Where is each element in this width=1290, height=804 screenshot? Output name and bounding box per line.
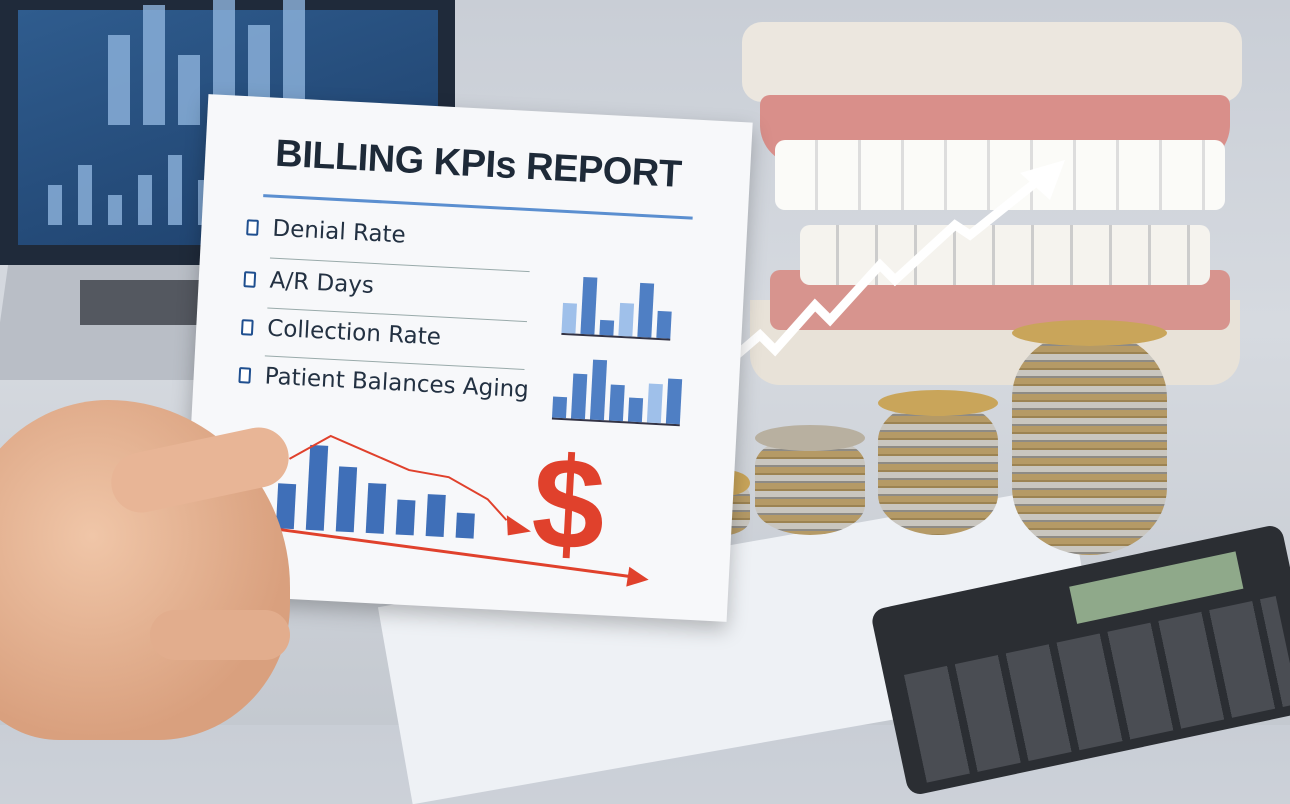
title-divider: [263, 194, 693, 220]
denture-model-top: [742, 22, 1242, 102]
upper-teeth: [775, 140, 1225, 210]
kpi-item: Collection Rate: [240, 314, 442, 351]
coin-stack: [878, 390, 998, 535]
coin-stack: [1012, 320, 1167, 555]
bullet-icon: [246, 219, 259, 236]
kpi-label: A/R Days: [269, 267, 375, 299]
dollar-sign-icon: $: [528, 428, 609, 579]
billing-kpi-report: BILLING KPIs REPORT Denial Rate A/R Days…: [182, 94, 753, 622]
bullet-icon: [243, 271, 257, 288]
kpi-label: Patient Balances Aging: [264, 363, 530, 404]
report-title: BILLING KPIs REPORT: [274, 132, 683, 196]
declining-trend-line: [265, 434, 649, 587]
finger: [150, 610, 290, 660]
calculator-keys: [903, 596, 1290, 783]
bullet-icon: [238, 367, 252, 384]
mini-bar-chart: [561, 272, 674, 341]
coin-stack: [755, 425, 865, 535]
kpi-label: Collection Rate: [266, 315, 442, 351]
bullet-icon: [240, 319, 254, 336]
mini-bar-chart: [551, 357, 683, 427]
kpi-label: Denial Rate: [271, 215, 407, 249]
kpi-item: Patient Balances Aging: [238, 362, 529, 403]
kpi-item: Denial Rate: [246, 214, 407, 249]
trend-arrow-icon: [722, 160, 1065, 369]
kpi-item: A/R Days: [243, 266, 375, 299]
